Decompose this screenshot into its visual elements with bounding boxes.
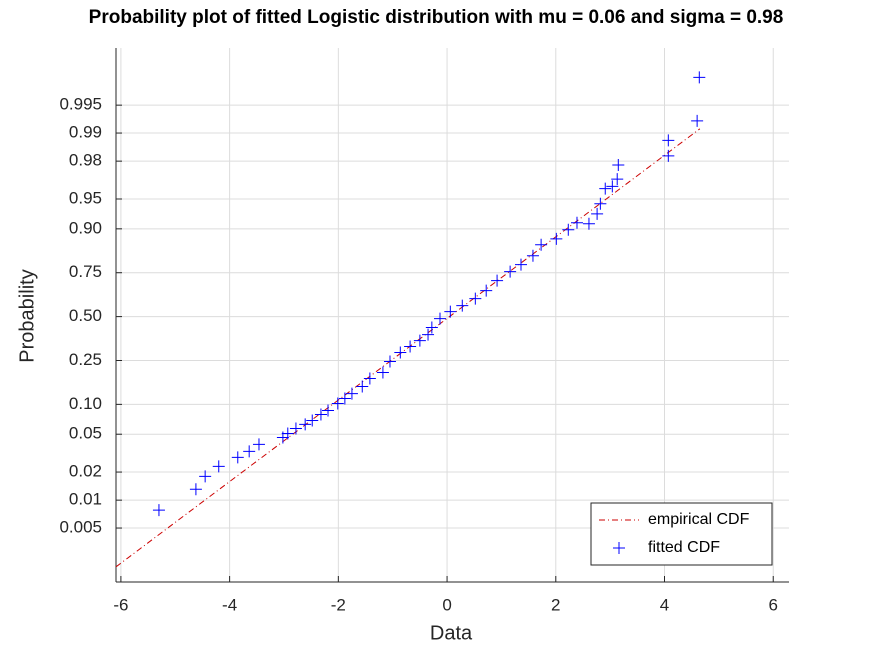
legend-label: fitted CDF — [648, 539, 720, 556]
marker — [480, 284, 493, 297]
marker — [612, 159, 625, 172]
y-tick-label: 0.50 — [69, 306, 102, 325]
marker — [281, 427, 294, 440]
marker — [376, 366, 389, 379]
marker — [425, 321, 438, 334]
marker — [356, 380, 369, 393]
marker — [594, 197, 607, 210]
marker — [306, 414, 319, 427]
marker — [606, 180, 619, 193]
legend-swatch — [613, 542, 625, 554]
marker — [526, 249, 539, 262]
marker — [338, 392, 351, 405]
marker — [562, 223, 575, 236]
legend-box — [590, 502, 773, 566]
marker — [189, 483, 202, 496]
marker — [469, 292, 482, 305]
x-tick-label: 2 — [551, 595, 560, 614]
y-tick-label: 0.75 — [69, 262, 102, 281]
marker — [444, 305, 457, 318]
y-tick-label: 0.90 — [69, 218, 102, 237]
x-tick-label: 0 — [442, 595, 451, 614]
marker — [591, 207, 604, 220]
marker — [413, 334, 426, 347]
x-axis-label: Data — [430, 622, 473, 644]
chart-title: Probability plot of fitted Logistic dist… — [89, 7, 784, 28]
marker — [570, 216, 583, 229]
y-tick-label: 0.05 — [69, 424, 102, 443]
marker — [611, 173, 624, 186]
marker — [433, 312, 446, 325]
marker — [314, 408, 327, 421]
marker — [491, 274, 504, 287]
marker — [289, 422, 302, 435]
marker — [456, 299, 469, 312]
y-axis-label: Probability — [16, 269, 38, 362]
y-tick-label: 0.95 — [69, 188, 102, 207]
marker — [331, 397, 344, 410]
marker — [550, 232, 563, 245]
marker — [199, 470, 212, 483]
marker — [252, 438, 265, 451]
marker — [243, 445, 256, 458]
x-tick-label: -6 — [113, 595, 128, 614]
marker — [212, 460, 225, 473]
marker — [394, 346, 407, 359]
marker — [691, 114, 704, 127]
marker — [152, 504, 165, 517]
marker — [662, 134, 675, 147]
marker — [345, 387, 358, 400]
marker — [363, 372, 376, 385]
marker — [599, 182, 612, 195]
marker — [383, 355, 396, 368]
fit-line — [115, 128, 701, 568]
x-tick-label: -2 — [331, 595, 346, 614]
y-tick-label: 0.98 — [69, 151, 102, 170]
x-tick-label: -4 — [222, 595, 237, 614]
marker — [693, 71, 706, 84]
marker — [404, 340, 417, 353]
y-tick-label: 0.10 — [69, 394, 102, 413]
y-tick-label: 0.25 — [69, 350, 102, 369]
marker — [662, 149, 675, 162]
marker — [231, 451, 244, 464]
marker — [322, 404, 335, 417]
y-tick-label: 0.005 — [59, 518, 102, 537]
marker — [299, 418, 312, 431]
x-tick-label: 6 — [769, 595, 778, 614]
y-tick-label: 0.01 — [69, 490, 102, 509]
marker — [504, 265, 517, 278]
marker — [422, 328, 435, 341]
y-tick-label: 0.02 — [69, 462, 102, 481]
y-tick-label: 0.99 — [69, 123, 102, 142]
marker — [514, 258, 527, 271]
legend-label: empirical CDF — [648, 511, 750, 528]
y-tick-label: 0.995 — [59, 95, 102, 114]
x-tick-label: 4 — [660, 595, 669, 614]
marker — [582, 217, 595, 230]
marker — [535, 238, 548, 251]
